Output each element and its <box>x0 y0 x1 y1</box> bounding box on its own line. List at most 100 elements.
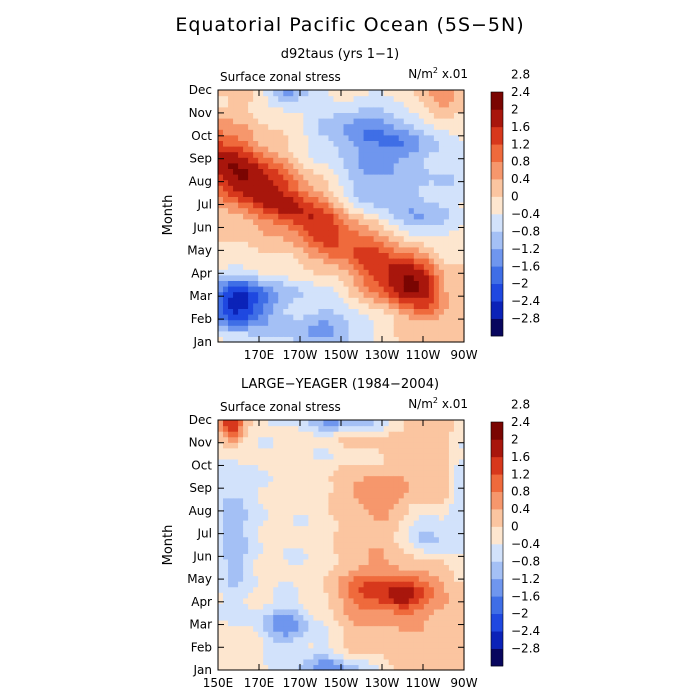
heatmap-cell <box>358 202 365 209</box>
heatmap-cell <box>458 179 465 186</box>
heatmap-cell <box>218 207 224 214</box>
heatmap-cell <box>248 146 254 153</box>
heatmap-cell <box>253 575 259 582</box>
heatmap-cell <box>403 235 410 242</box>
heatmap-cell <box>263 140 269 147</box>
heatmap-cell <box>323 658 330 666</box>
heatmap-cell <box>448 95 455 102</box>
heatmap-cell <box>338 642 345 649</box>
heatmap-cell <box>313 525 320 532</box>
heatmap-cell <box>333 330 340 337</box>
heatmap-cell <box>283 642 289 649</box>
heatmap-cell <box>303 196 309 203</box>
heatmap-cell <box>283 470 289 477</box>
heatmap-cell <box>348 497 355 504</box>
heatmap-cell <box>448 213 455 220</box>
heatmap-cell <box>393 464 400 471</box>
heatmap-cell <box>418 330 425 337</box>
heatmap-cell <box>318 235 325 242</box>
heatmap-cell <box>378 140 385 147</box>
panel-field-label: Surface zonal stress <box>220 400 341 414</box>
heatmap-cell <box>368 202 375 209</box>
heatmap-cell <box>413 497 420 504</box>
heatmap-cell <box>403 286 410 293</box>
heatmap-cell <box>443 514 450 521</box>
heatmap-cell <box>258 481 264 488</box>
heatmap-cell <box>398 431 405 438</box>
heatmap-cell <box>418 453 425 460</box>
heatmap-cell <box>263 213 269 220</box>
heatmap-cell <box>448 185 455 192</box>
heatmap-cell <box>228 581 234 588</box>
heatmap-cell <box>258 625 264 632</box>
heatmap-cell <box>358 134 365 141</box>
heatmap-cell <box>238 603 244 610</box>
heatmap-cell <box>358 581 365 588</box>
heatmap-cell <box>438 213 445 220</box>
heatmap-cell <box>318 603 325 610</box>
heatmap-cell <box>403 241 410 248</box>
heatmap-cell <box>273 336 279 343</box>
heatmap-cell <box>308 129 314 136</box>
heatmap-cell <box>448 106 455 113</box>
heatmap-cell <box>328 425 335 432</box>
heatmap-cell <box>253 123 259 130</box>
heatmap-cell <box>448 520 455 527</box>
heatmap-cell <box>258 146 264 153</box>
heatmap-cell <box>428 302 435 309</box>
heatmap-cell <box>278 263 284 270</box>
heatmap-cell <box>388 625 395 632</box>
heatmap-cell <box>448 447 455 454</box>
heatmap-cell <box>378 558 385 566</box>
heatmap-cell <box>438 325 445 332</box>
heatmap-cell <box>433 547 440 554</box>
heatmap-cell <box>228 302 234 309</box>
heatmap-cell <box>348 608 355 616</box>
heatmap-cell <box>343 90 350 97</box>
heatmap-cell <box>433 190 440 197</box>
heatmap-cell <box>378 258 385 265</box>
heatmap-cell <box>323 196 330 203</box>
heatmap-cell <box>428 314 435 321</box>
heatmap-cell <box>258 553 264 560</box>
heatmap-cell <box>333 497 340 504</box>
heatmap-cell <box>303 241 309 248</box>
heatmap-cell <box>293 531 299 538</box>
heatmap-cell <box>358 520 365 527</box>
heatmap-cell <box>393 258 400 265</box>
heatmap-cell <box>393 531 400 538</box>
heatmap-cell <box>323 592 330 599</box>
heatmap-cell <box>393 185 400 192</box>
heatmap-cell <box>388 575 395 582</box>
heatmap-cell <box>303 586 309 593</box>
heatmap-cell <box>368 224 375 231</box>
heatmap-cell <box>348 520 355 527</box>
heatmap-cell <box>263 196 269 203</box>
heatmap-cell <box>283 106 289 113</box>
heatmap-cell <box>318 157 325 164</box>
heatmap-cell <box>243 230 249 237</box>
heatmap-cell <box>378 470 385 477</box>
heatmap-cell <box>328 224 335 231</box>
heatmap-cell <box>438 246 445 253</box>
heatmap-cell <box>388 553 395 560</box>
heatmap-cell <box>283 179 289 186</box>
heatmap-cell <box>453 185 460 192</box>
heatmap-cell <box>233 190 239 197</box>
heatmap-cell <box>433 525 440 532</box>
heatmap-cell <box>343 536 350 543</box>
y-tick-label: Jun <box>192 549 212 563</box>
heatmap-cell <box>383 608 390 616</box>
heatmap-cell <box>388 213 395 220</box>
heatmap-cell <box>443 95 450 102</box>
heatmap-cell <box>388 470 395 477</box>
heatmap-cell <box>413 631 420 638</box>
heatmap-cell <box>428 603 435 610</box>
heatmap-cell <box>338 475 345 482</box>
heatmap-cell <box>273 207 279 214</box>
heatmap-cell <box>238 492 244 499</box>
heatmap-cell <box>403 475 410 482</box>
heatmap-cell <box>363 514 370 521</box>
heatmap-cell <box>323 520 330 527</box>
heatmap-cell <box>403 106 410 113</box>
